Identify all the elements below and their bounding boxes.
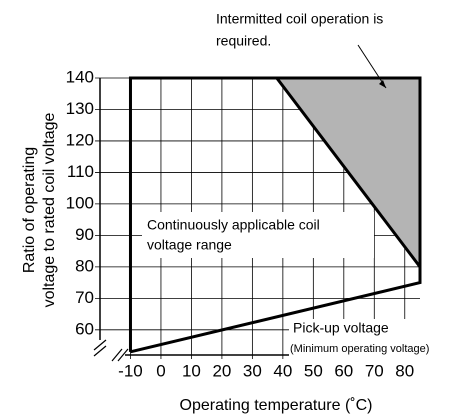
annotation: Pick-up voltage bbox=[293, 320, 389, 336]
x-tick-label: 20 bbox=[212, 361, 231, 380]
y-axis-title: Ratio of operating bbox=[21, 147, 38, 273]
y-axis-title: voltage to rated coil voltage bbox=[41, 113, 58, 308]
x-tick-label: 70 bbox=[365, 361, 384, 380]
annotation: required. bbox=[216, 33, 271, 49]
x-axis-title: Operating temperature (˚C) bbox=[180, 397, 373, 414]
x-tick-label: 40 bbox=[273, 361, 292, 380]
x-tick-label: 60 bbox=[334, 361, 353, 380]
operating-range bbox=[128, 76, 422, 354]
axis-break bbox=[111, 348, 123, 362]
annotation: voltage range bbox=[147, 237, 232, 253]
y-tick-label: 80 bbox=[75, 256, 94, 275]
y-tick-label: 130 bbox=[66, 99, 94, 118]
axis-break bbox=[93, 345, 107, 357]
annotation-arrow bbox=[357, 44, 387, 89]
y-tick-label: 90 bbox=[75, 225, 94, 244]
y-tick-label: 110 bbox=[67, 162, 94, 181]
x-tick-label: 30 bbox=[243, 361, 262, 380]
annotation: (Minimum operating voltage) bbox=[290, 343, 429, 355]
arrow-head bbox=[379, 80, 386, 88]
marks bbox=[128, 76, 422, 354]
annotation: Intermitted coil operation is bbox=[216, 11, 383, 27]
label-bg bbox=[289, 319, 467, 359]
y-tick-label: 70 bbox=[75, 288, 94, 307]
y-tick-label: 120 bbox=[66, 130, 94, 149]
axis-break bbox=[93, 339, 107, 351]
x-tick-label: 50 bbox=[304, 361, 323, 380]
x-tick-label: 80 bbox=[395, 361, 414, 380]
label-bg bbox=[142, 212, 374, 258]
x-tick-label: 0 bbox=[156, 361, 165, 380]
x-tick-label: 10 bbox=[182, 361, 201, 380]
annotation: Continuously applicable coil bbox=[147, 217, 320, 233]
y-tick-label: 100 bbox=[66, 193, 94, 212]
y-tick-label: 140 bbox=[66, 67, 94, 86]
axis-break bbox=[117, 348, 129, 362]
y-tick-label: 60 bbox=[75, 319, 94, 338]
x-tick-label: -10 bbox=[118, 361, 143, 380]
